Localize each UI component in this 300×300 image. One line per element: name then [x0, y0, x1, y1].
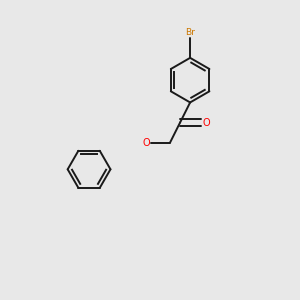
Text: O: O [142, 138, 150, 148]
Text: Br: Br [185, 28, 195, 37]
Text: O: O [202, 118, 210, 128]
